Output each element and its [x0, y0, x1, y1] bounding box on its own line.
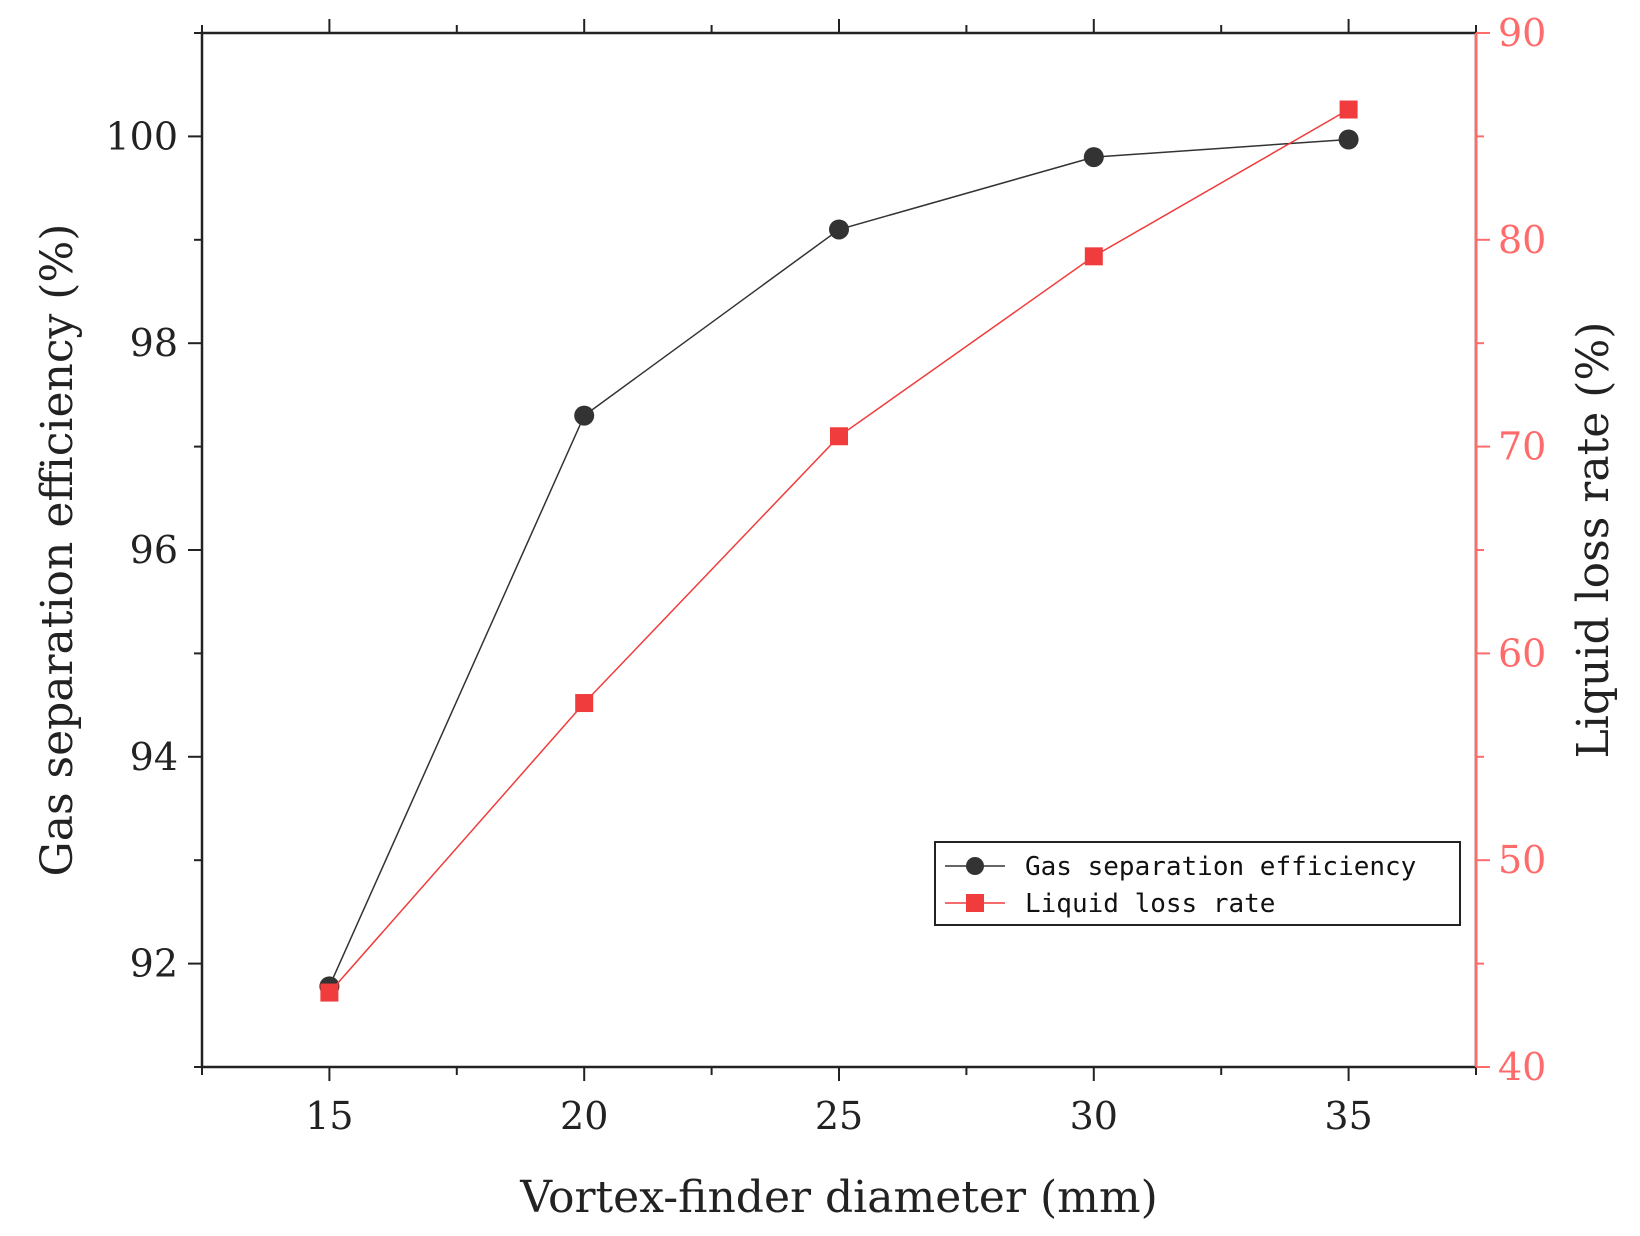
x-axis-title: Vortex-finder diameter (mm): [519, 1172, 1158, 1223]
left-y-tick-label: 92: [130, 942, 178, 986]
left-y-tick-label: 100: [105, 114, 178, 158]
right-y-tick-label: 80: [1498, 218, 1546, 262]
left-y-tick-label: 98: [130, 321, 178, 365]
left-y-tick-label: 96: [130, 528, 178, 572]
data-point-liquid-20: [575, 694, 594, 713]
data-point-gas-25: [829, 219, 849, 240]
left-axis-title: Gas separation efficiency (%): [32, 224, 83, 877]
right-y-tick-label: 50: [1498, 838, 1546, 882]
data-point-gas-35: [1338, 129, 1359, 150]
right-y-tick-label: 70: [1498, 425, 1546, 469]
right-y-tick-label: 40: [1498, 1045, 1546, 1089]
right-axis-title: Liquid loss rate (%): [1568, 322, 1619, 759]
right-y-tick-label: 90: [1498, 11, 1546, 55]
legend-label-liquid: Liquid loss rate: [1025, 889, 1275, 919]
x-tick-label: 30: [1070, 1094, 1118, 1138]
data-point-gas-20: [574, 405, 595, 426]
legend-marker-liquid: [966, 894, 984, 912]
legend-label-gas: Gas separation efficiency: [1025, 852, 1416, 882]
series-layer: [319, 100, 1359, 1002]
right-y-tick-label: 60: [1498, 631, 1546, 675]
left-y-tick-label: 94: [130, 735, 178, 779]
data-point-liquid-25: [830, 427, 848, 446]
data-point-liquid-30: [1084, 247, 1103, 266]
x-tick-label: 15: [305, 1094, 353, 1138]
legend-marker-gas: [966, 857, 984, 875]
data-point-liquid-35: [1339, 100, 1358, 119]
data-point-gas-30: [1083, 147, 1104, 168]
x-tick-label: 25: [815, 1094, 863, 1138]
legend: Gas separation efficiency Liquid loss ra…: [934, 841, 1461, 926]
legend-box: [934, 841, 1461, 926]
ticks-layer: 15 20 25 30 35 92 94 96 98 100 40 50 60 70 80 90: [105, 11, 1546, 1138]
data-point-liquid-15: [320, 983, 339, 1002]
x-tick-label: 20: [560, 1094, 608, 1138]
x-tick-label: 35: [1324, 1094, 1372, 1138]
